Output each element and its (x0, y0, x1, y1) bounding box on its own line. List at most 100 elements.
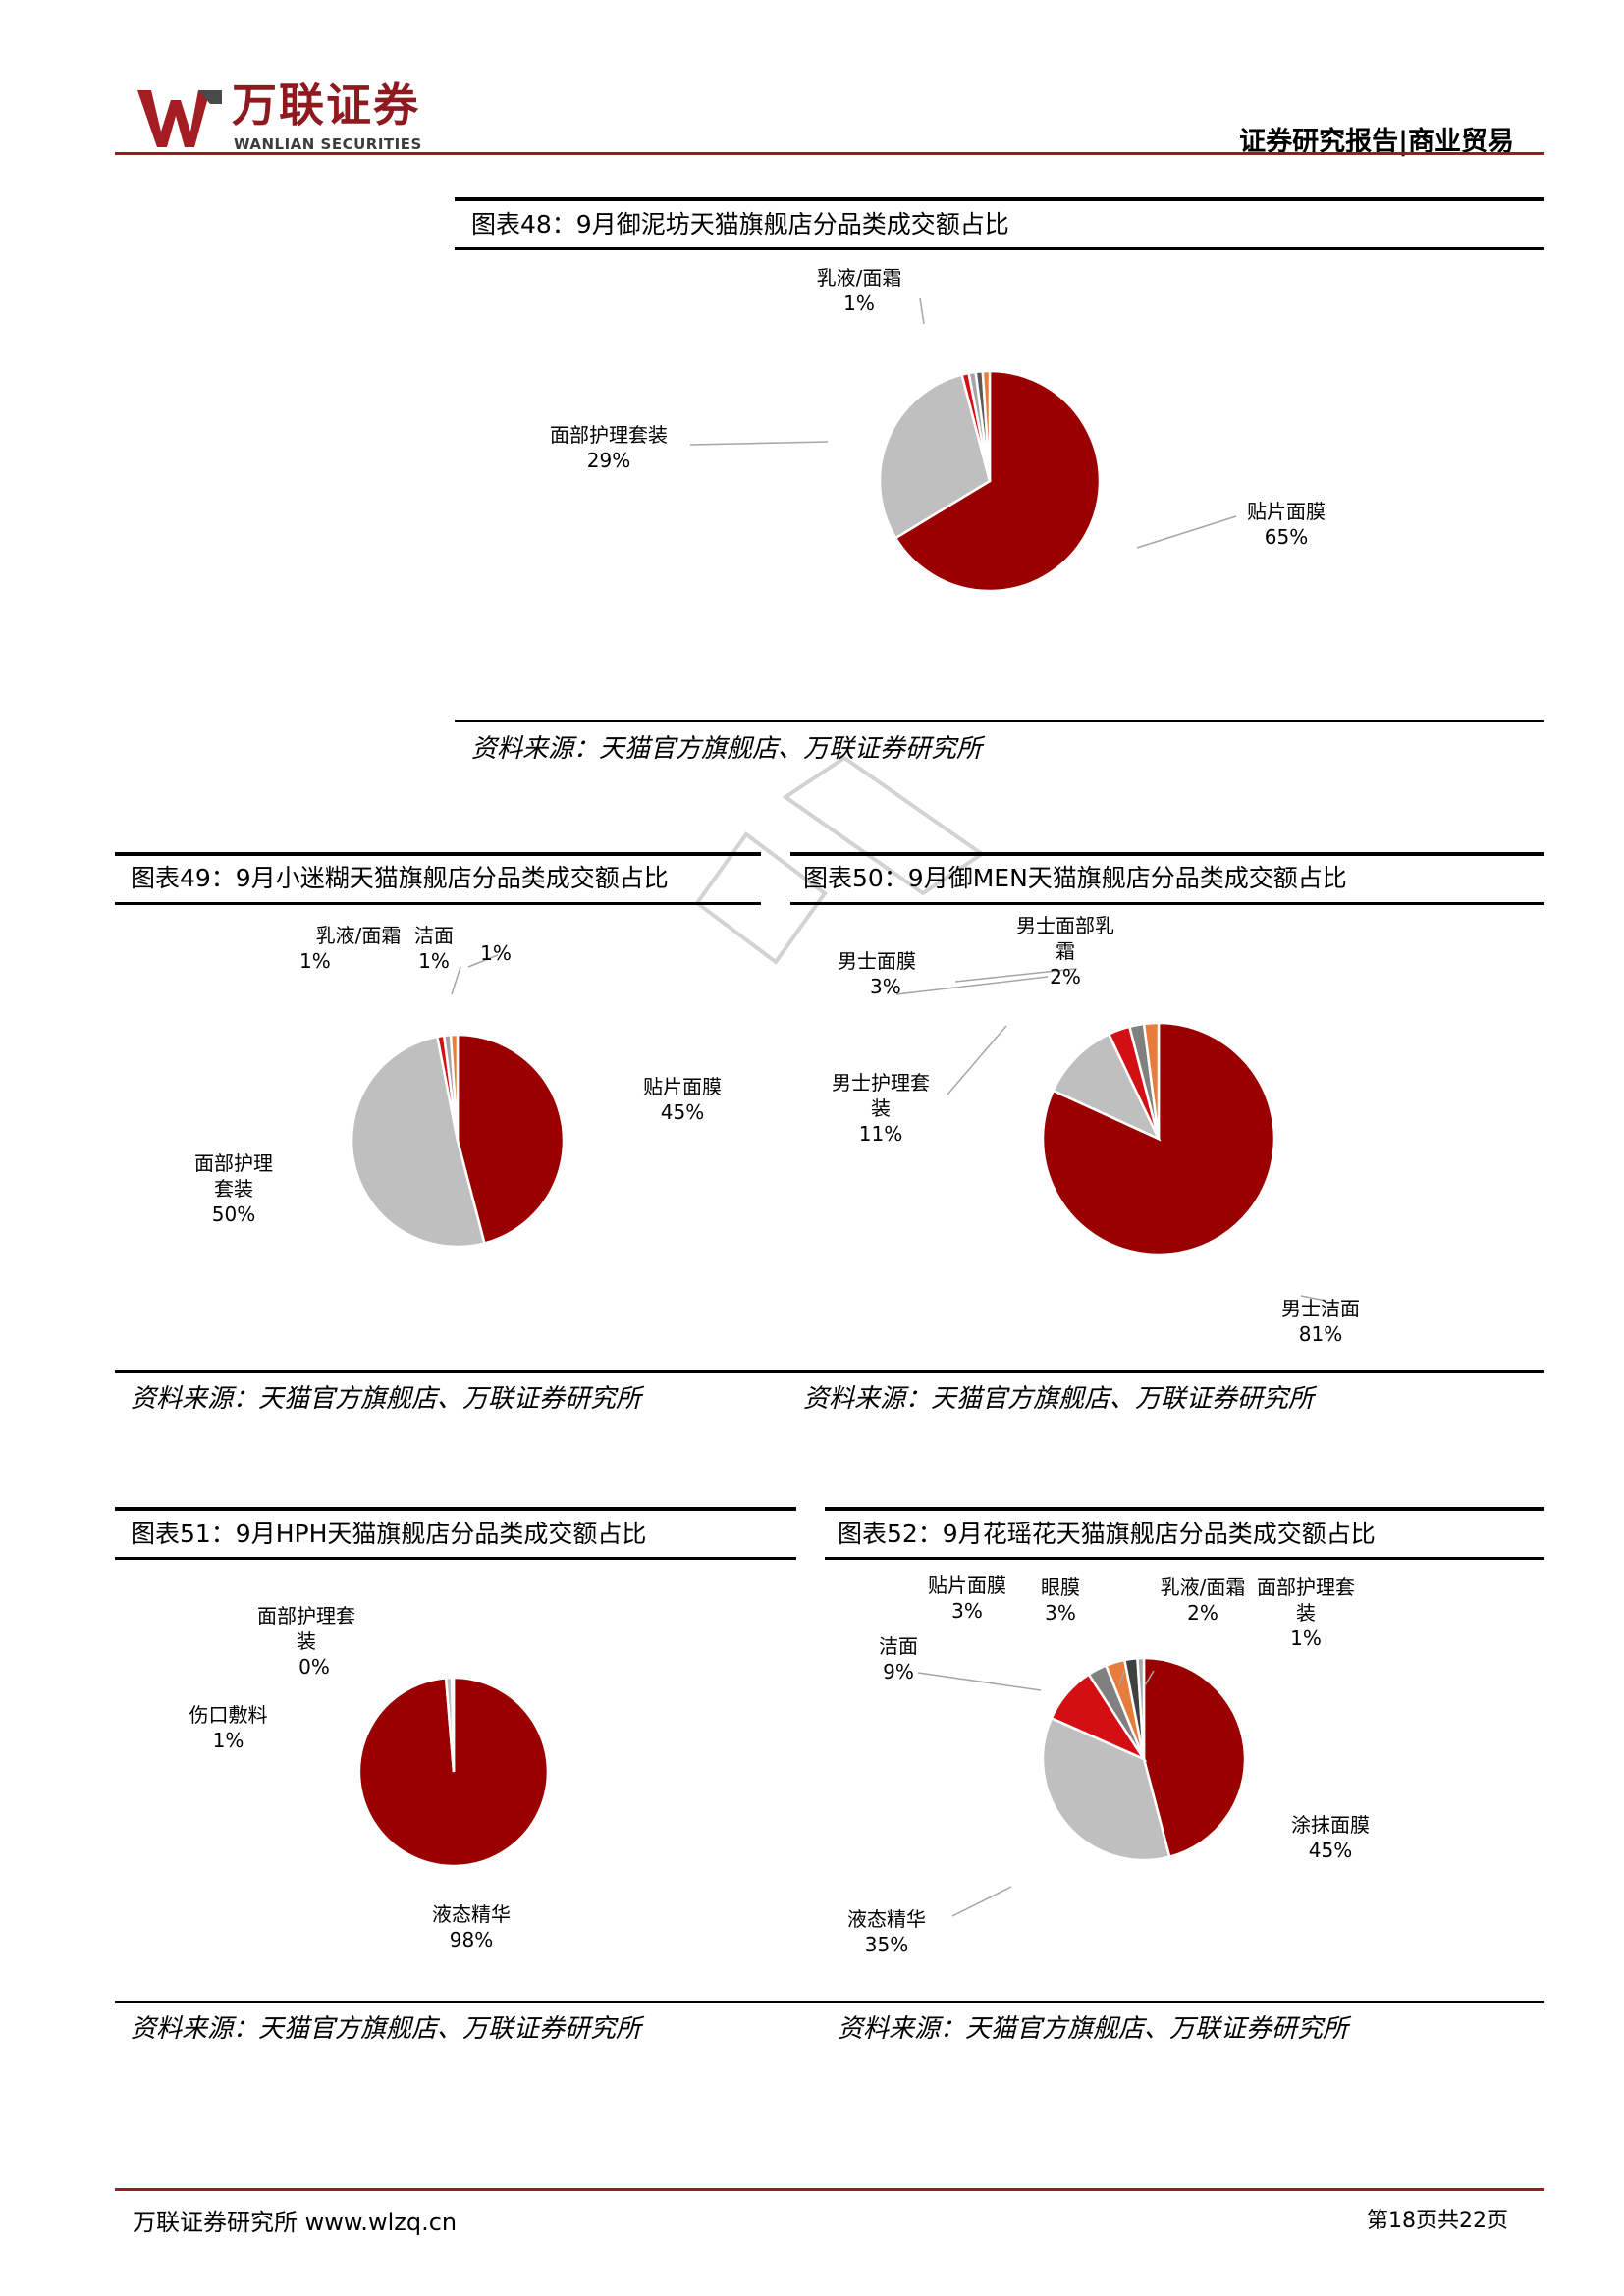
fig50-label-set-name: 男士护理套装 (832, 1071, 930, 1120)
pie48-slice-1 (878, 373, 992, 540)
fig52-label-emulsion: 乳液/面霜 2% (1149, 1575, 1257, 1626)
fig51-label-dressing-pct: 1% (212, 1729, 244, 1752)
fig48-rule-top (455, 197, 1544, 201)
pie52-slice-1 (1041, 1716, 1171, 1862)
pie49-slice-1 (350, 1035, 486, 1249)
fig49-label-set-name: 面部护理套装 (194, 1151, 273, 1201)
fig50-rule-top (790, 852, 1544, 856)
fig51-pie-chart (357, 1676, 550, 1868)
footer-page-number: 第18页共22页 (1367, 2209, 1508, 2233)
fig51-rule-bottom (115, 1557, 796, 1560)
fig49-label-cleanser-pct: 1% (418, 949, 450, 973)
fig49-label-sheetmask-pct: 45% (660, 1100, 705, 1124)
fig49-title: 图表49：9月小迷糊天猫旗舰店分品类成交额占比 (131, 864, 669, 892)
pie52-slice-0 (1142, 1656, 1247, 1859)
fig48-label-set: 面部护理套装 29% (530, 422, 687, 473)
fig50-label-cream: 男士面部乳霜 2% (992, 913, 1139, 989)
fig52-label-applymask-pct: 45% (1308, 1839, 1353, 1862)
report-category: 证券研究报告|商业贸易 (1239, 127, 1514, 157)
fig52-title: 图表52：9月花瑶花天猫旗舰店分品类成交额占比 (838, 1520, 1376, 1548)
fig49-label-sheetmask: 贴片面膜 45% (623, 1074, 741, 1125)
fig52-rule-top (825, 1507, 1544, 1511)
fig48-label-emulsion-name: 乳液/面霜 (816, 266, 902, 290)
fig52-rule-bottom (825, 1557, 1544, 1560)
pie48-slice-5 (981, 369, 992, 482)
fig50-label-cleanser-name: 男士洁面 (1281, 1297, 1360, 1320)
logo-text-cn: 万联证券 (232, 79, 420, 132)
fig52-label-cleanser-name: 洁面 (879, 1634, 918, 1658)
fig48-label-sheetmask-pct: 65% (1264, 525, 1309, 549)
pie48-slice-0 (893, 369, 1102, 593)
fig48-label-set-name: 面部护理套装 (550, 423, 668, 447)
fig52-label-emulsion-pct: 2% (1187, 1601, 1218, 1625)
fig52-label-eyemask: 眼膜 3% (1026, 1575, 1095, 1626)
fig51-label-set: 面部护理套装 0% (247, 1603, 365, 1680)
fig49-label-sheetmask-name: 贴片面膜 (643, 1075, 722, 1098)
fig49-label-cleanser-name: 洁面 (414, 924, 454, 947)
fig52-pie-chart (917, 1656, 1247, 1917)
pie50-slice-4 (1142, 1021, 1161, 1140)
fig52-label-cleanser-pct: 9% (883, 1660, 914, 1683)
pie49-slice-4 (449, 1033, 460, 1142)
pie51-slice-2 (450, 1676, 456, 1773)
fig49-label-cleanser: 洁面 1% (405, 923, 463, 974)
fig49-pie-chart (350, 954, 566, 1249)
fig50-label-cleanser-pct: 81% (1298, 1322, 1343, 1346)
fig49-label-emulsion-name: 乳液/面霜 (315, 924, 402, 947)
fig52-label-serum-pct: 35% (864, 1933, 909, 1956)
fig50-label-cream-pct: 2% (1050, 965, 1081, 988)
fig51-title: 图表51：9月HPH天猫旗舰店分品类成交额占比 (131, 1520, 647, 1548)
fig48-rule-source (455, 720, 1544, 722)
fig50-label-mask-pct: 3% (870, 975, 901, 998)
fig51-label-serum-name: 液态精华 (432, 1902, 511, 1926)
fig48-label-sheetmask: 贴片面膜 65% (1232, 499, 1340, 550)
fig52-label-emulsion-name: 乳液/面霜 (1160, 1575, 1246, 1599)
fig48-pie-chart (689, 297, 1237, 593)
fig51-label-serum: 液态精华 98% (412, 1901, 530, 1952)
fig51-source: 资料来源：天猫官方旗舰店、万联证券研究所 (131, 2014, 642, 2044)
fig49-label-other: 1% (476, 940, 515, 966)
fig52-label-set-name: 面部护理套装 (1257, 1575, 1355, 1625)
fig50-pie-chart (895, 968, 1326, 1302)
pie49-slice-0 (456, 1033, 566, 1245)
logo-mark (137, 90, 222, 149)
fig48-label-set-pct: 29% (586, 449, 631, 472)
fig49-label-set: 面部护理套装 50% (175, 1150, 293, 1227)
fig52-label-sheetmask-pct: 3% (951, 1599, 983, 1623)
watermark-graphic (694, 755, 986, 965)
fig48-title: 图表48：9月御泥坊天猫旗舰店分品类成交额占比 (471, 210, 1009, 239)
fig52-label-eyemask-pct: 3% (1045, 1601, 1076, 1625)
fig49-label-set-pct: 50% (211, 1202, 256, 1226)
row2-rule-source (115, 1370, 1544, 1373)
fig52-label-sheetmask-name: 贴片面膜 (928, 1574, 1006, 1597)
fig50-label-set-pct: 11% (858, 1122, 903, 1146)
pie50-slice-1 (1052, 1032, 1162, 1142)
fig48-leader-3 (1136, 515, 1237, 549)
fig49-label-other-pct: 1% (480, 941, 512, 965)
fig48-source: 资料来源：天猫官方旗舰店、万联证券研究所 (471, 734, 983, 764)
fig49-label-emulsion-pct: 1% (299, 949, 331, 973)
fig52-label-sheetmask: 贴片面膜 3% (908, 1573, 1026, 1624)
logo-text-en: WANLIAN SECURITIES (234, 135, 422, 153)
fig52-source: 资料来源：天猫官方旗舰店、万联证券研究所 (838, 2014, 1349, 2044)
fig50-rule-bottom (790, 902, 1544, 905)
fig52-label-cleanser: 洁面 9% (864, 1633, 933, 1684)
fig50-label-set: 男士护理套装 11% (807, 1070, 954, 1147)
footer-rule (115, 2188, 1544, 2191)
fig51-rule-top (115, 1507, 796, 1511)
footer-publisher: 万联证券研究所 www.wlzq.cn (133, 2209, 458, 2236)
fig52-label-serum: 液态精华 35% (828, 1906, 946, 1957)
pie52-slice-6 (1136, 1656, 1146, 1760)
fig49-rule-top (115, 852, 761, 856)
fig48-label-sheetmask-name: 贴片面膜 (1247, 500, 1326, 523)
fig52-label-set-pct: 1% (1290, 1627, 1322, 1650)
fig51-label-serum-pct: 98% (449, 1928, 494, 1951)
fig49-rule-bottom (115, 902, 761, 905)
fig50-label-mask-name: 男士面膜 (838, 949, 916, 973)
fig50-label-cleanser: 男士洁面 81% (1267, 1296, 1375, 1347)
fig50-label-mask: 男士面膜 3% (823, 948, 931, 999)
fig52-label-eyemask-name: 眼膜 (1041, 1575, 1080, 1599)
fig50-source: 资料来源：天猫官方旗舰店、万联证券研究所 (803, 1384, 1315, 1414)
fig52-label-applymask-name: 涂抹面膜 (1291, 1813, 1370, 1837)
fig50-title: 图表50：9月御MEN天猫旗舰店分品类成交额占比 (803, 864, 1347, 892)
